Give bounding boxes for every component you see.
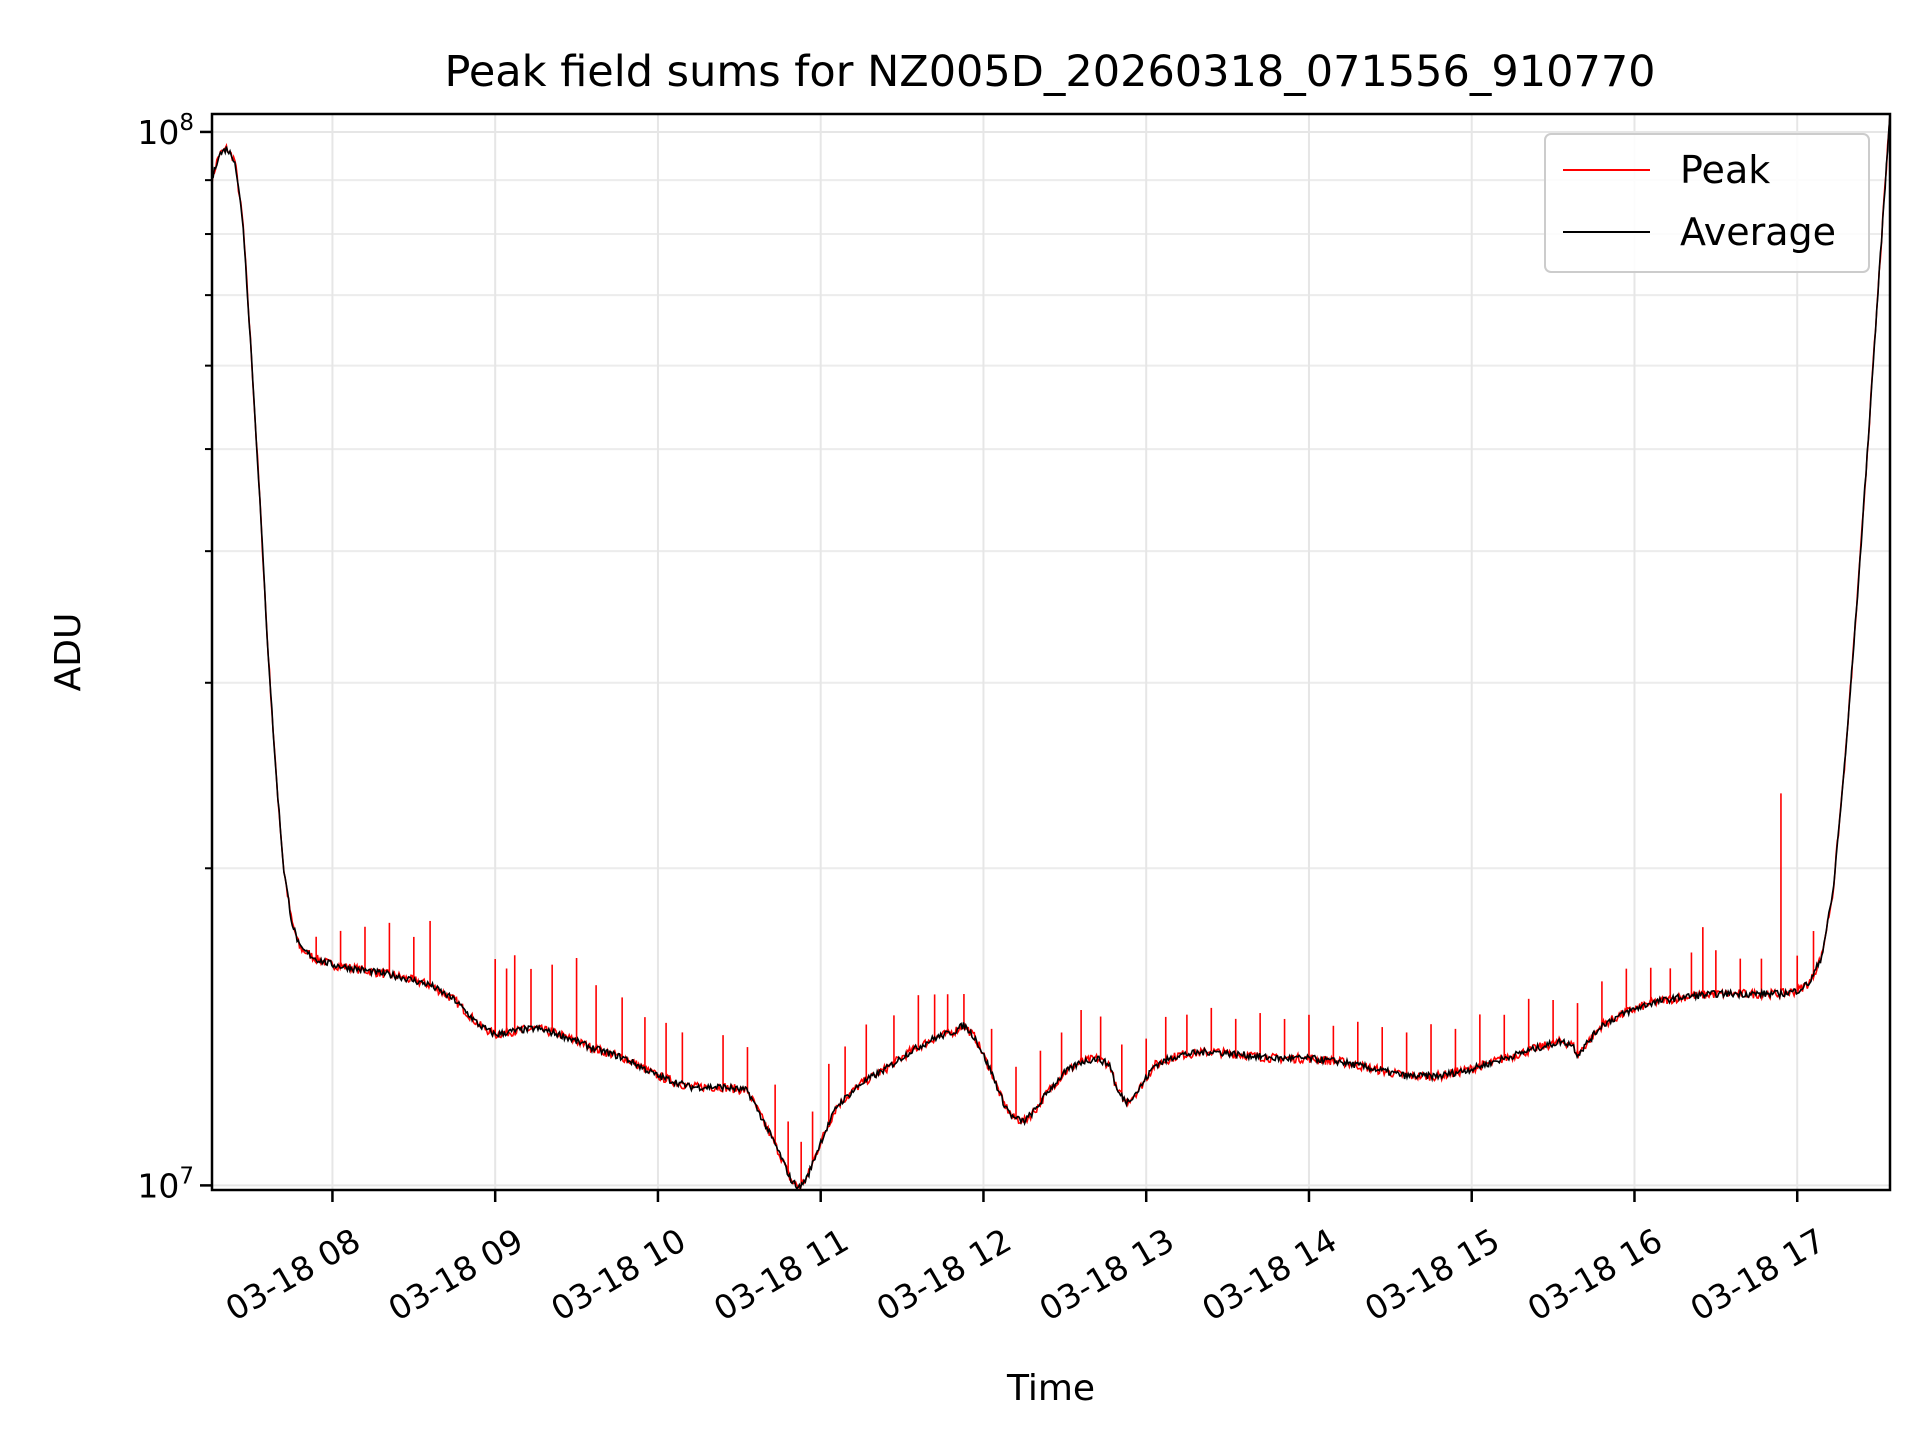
x-axis-label: Time: [1006, 1368, 1095, 1409]
y-tick-label-1: 108: [137, 110, 194, 152]
legend: Peak Average: [1544, 133, 1870, 273]
legend-box: [1544, 133, 1870, 273]
y-axis-ticks: 107 108: [137, 110, 212, 1205]
series-average-line: [211, 115, 1891, 1191]
plot-background: [212, 114, 1890, 1190]
plot-area: 03-18 08 03-18 09 03-18 10 03-18 11 03-18 12…: [137, 110, 1892, 1329]
chart-title: Peak field sums for NZ005D_20260318_0715…: [444, 47, 1655, 97]
legend-peak-label: Peak: [1680, 148, 1770, 192]
y-axis-label: ADU: [48, 613, 89, 692]
series-average-path: [211, 115, 1891, 1191]
y-tick-label-0: 107: [137, 1163, 194, 1205]
legend-average-label: Average: [1680, 210, 1836, 254]
plot-frame: [210, 112, 1892, 1192]
